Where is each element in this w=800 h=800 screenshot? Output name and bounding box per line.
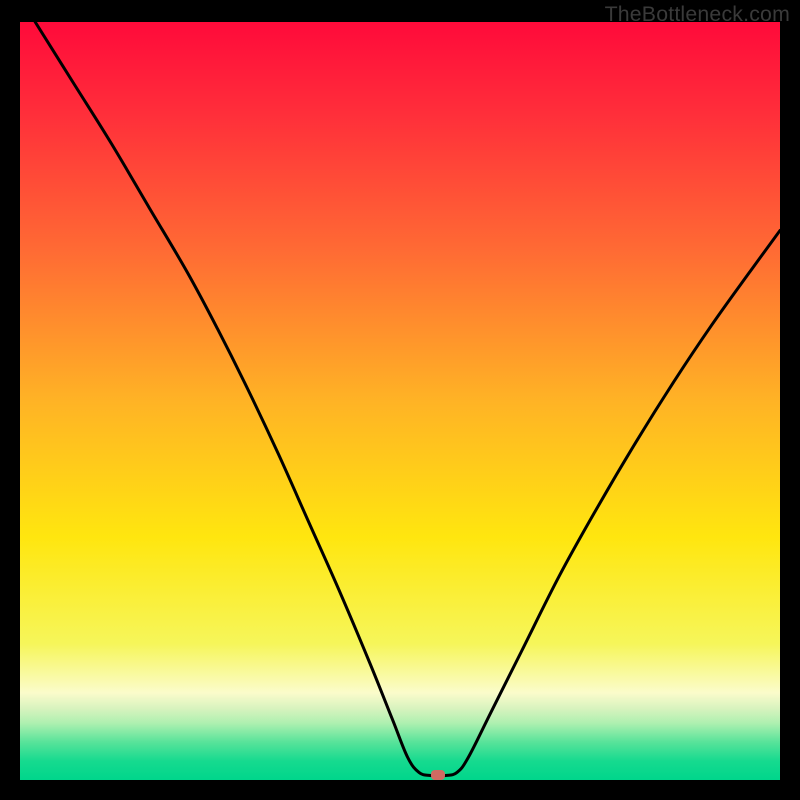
- chart-canvas: TheBottleneck.com: [0, 0, 800, 800]
- curve-layer: [20, 22, 780, 780]
- watermark-source: TheBottleneck.com: [605, 2, 790, 27]
- plot-area: [20, 22, 780, 780]
- optimum-marker: [431, 770, 445, 780]
- bottleneck-curve: [35, 22, 780, 776]
